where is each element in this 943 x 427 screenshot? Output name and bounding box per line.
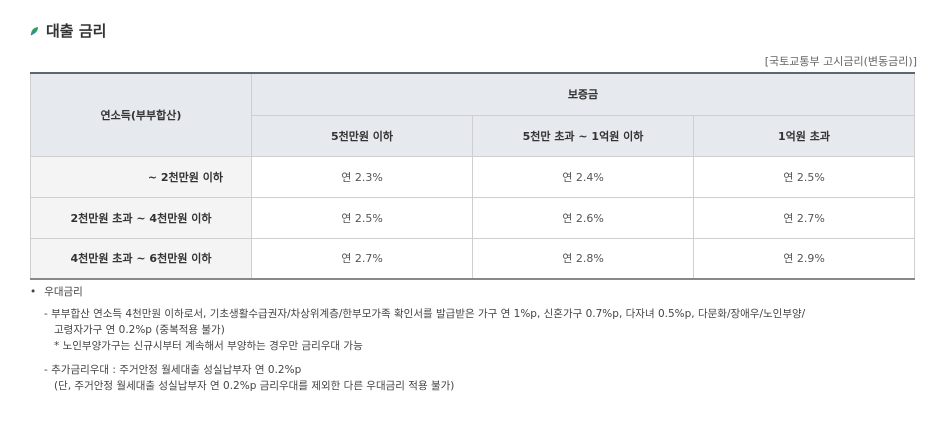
notes-list: - 부부합산 연소득 4천만원 이하로서, 기초생활수급권자/차상위계층/한부모… <box>30 306 920 394</box>
notes-bullet: • 우대금리 <box>30 284 920 300</box>
notes-heading: 우대금리 <box>44 286 83 298</box>
note-line: - 부부합산 연소득 4천만원 이하로서, 기초생활수급권자/차상위계층/한부모… <box>44 308 806 320</box>
rate-cell: 연 2.3% <box>251 155 473 198</box>
deposit-header: 보증금 <box>250 72 916 116</box>
note-line: 고령자가구 연 0.2%p (중복적용 불가) <box>54 324 225 336</box>
rate-cell: 연 2.5% <box>251 196 473 239</box>
deposit-column-header: 5천만원 이하 <box>251 114 473 157</box>
deposit-column-header: 1억원 초과 <box>692 114 916 157</box>
section-title: 대출 금리 <box>46 22 107 40</box>
note-line: - 추가금리우대 : 주거안정 월세대출 성실납부자 연 0.2%p <box>44 364 302 376</box>
table-row: 2천만원 초과 ~ 4천만원 이하 연 2.5% 연 2.6% 연 2.7% <box>30 196 916 239</box>
rate-cell: 연 2.6% <box>472 196 694 239</box>
income-range: 2천만원 초과 ~ 4천만원 이하 <box>30 196 252 239</box>
note-line: * 노인부양가구는 신규시부터 계속해서 부양하는 경우만 금리우대 가능 <box>54 340 363 352</box>
rate-table: 연소득(부부합산) 보증금 5천만원 이하 5천만 초과 ~ 1억원 이하 1억… <box>30 72 916 280</box>
note-item: - 부부합산 연소득 4천만원 이하로서, 기초생활수급권자/차상위계층/한부모… <box>44 306 920 354</box>
rate-cell: 연 2.9% <box>692 237 916 280</box>
income-range: ~ 2천만원 이하 <box>30 155 252 198</box>
note-item: - 추가금리우대 : 주거안정 월세대출 성실납부자 연 0.2%p (단, 주… <box>44 362 920 394</box>
rate-cell: 연 2.4% <box>472 155 694 198</box>
note-line: (단, 주거안정 월세대출 성실납부자 연 0.2%p 금리우대를 제외한 다른… <box>54 380 455 392</box>
income-range: 4천만원 초과 ~ 6천만원 이하 <box>30 237 252 280</box>
table-row: 4천만원 초과 ~ 6천만원 이하 연 2.7% 연 2.8% 연 2.9% <box>30 237 916 280</box>
leaf-icon <box>30 26 38 36</box>
section-title-row: 대출 금리 <box>30 20 106 41</box>
source-note: [국토교통부 고시금리(변동금리)] <box>764 55 917 68</box>
rate-cell: 연 2.7% <box>692 196 916 239</box>
income-header: 연소득(부부합산) <box>30 72 252 157</box>
rate-cell: 연 2.7% <box>251 237 473 280</box>
table-row: ~ 2천만원 이하 연 2.3% 연 2.4% 연 2.5% <box>30 155 916 198</box>
deposit-column-header: 5천만 초과 ~ 1억원 이하 <box>472 114 694 157</box>
bullet-dot: • <box>30 286 37 298</box>
preferential-rate-notes: • 우대금리 - 부부합산 연소득 4천만원 이하로서, 기초생활수급권자/차상… <box>30 284 920 402</box>
rate-cell: 연 2.5% <box>692 155 916 198</box>
rate-cell: 연 2.8% <box>472 237 694 280</box>
